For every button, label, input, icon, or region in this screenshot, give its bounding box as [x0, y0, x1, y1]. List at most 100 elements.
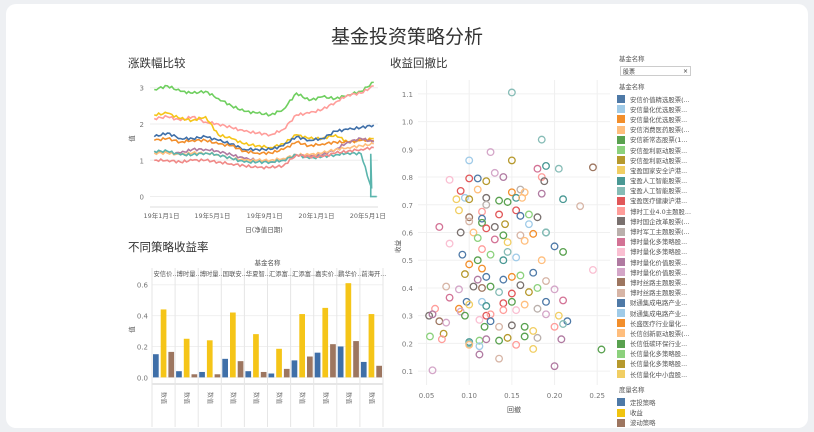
legend-item[interactable]: 长信低碳环保行业...	[617, 339, 807, 349]
y-tick-label: 0.9	[402, 146, 413, 154]
legend-item[interactable]: 财通集成电路产业...	[617, 308, 807, 318]
legend-item[interactable]: 博时国企改革股票(...	[617, 216, 807, 226]
legend-item[interactable]: 定投策略	[617, 397, 807, 407]
legend-item[interactable]: 博时量化多策略股...	[617, 237, 807, 247]
legend-item[interactable]: 博时量化价值股票...	[617, 267, 807, 277]
legend-swatch	[617, 166, 625, 175]
legend-swatch	[617, 125, 625, 134]
x-tick-label: 19年9月1日	[247, 211, 283, 220]
legend-item[interactable]: 安信盈利驱动股票...	[617, 145, 807, 155]
scatter-point	[529, 268, 538, 277]
legend-label: 长信低碳环保行业...	[630, 340, 688, 349]
scatter-point	[537, 173, 546, 181]
scatter-point	[482, 200, 491, 209]
scatter-point	[473, 275, 482, 284]
legend-item[interactable]: 博时丝路主题股票...	[617, 277, 807, 287]
fund-search-input[interactable]: 股票 ×	[620, 66, 691, 76]
legend-item[interactable]: 宝盈医疗健康沪港...	[617, 196, 807, 206]
scatter-point	[480, 322, 489, 331]
y-tick-label: 0.8	[402, 174, 413, 182]
legend-item[interactable]: 长信量化多策略股...	[617, 349, 807, 359]
legend-item[interactable]: 长盛医疗行业量化...	[617, 318, 807, 328]
bar-chart-title: 不同策略收益率	[128, 240, 209, 254]
scatter-point	[503, 247, 512, 256]
bar	[368, 314, 375, 378]
legend-item[interactable]: 安信盈利驱动股票...	[617, 155, 807, 165]
series-line	[154, 81, 374, 117]
y-tick-label: 0.2	[402, 340, 413, 348]
scatter-point	[465, 340, 474, 349]
legend-item[interactable]: 博时量化价值股票...	[617, 257, 807, 267]
legend-swatch	[617, 359, 625, 368]
bar	[291, 360, 298, 378]
scatter-point	[465, 213, 474, 222]
x-tick-label: 0.15	[504, 392, 520, 400]
legend-item[interactable]: 博时量化多策略股...	[617, 247, 807, 257]
y-tick-label: 0.4	[137, 313, 149, 321]
legend-swatch	[617, 207, 625, 216]
legend-label: 长盛医疗行业量化...	[630, 319, 688, 328]
x-tick-label: 0.10	[461, 392, 477, 400]
bar	[314, 352, 321, 378]
scatter-point	[503, 198, 512, 206]
legend-panel: 基金名称 股票 × 基金名称 安信价值精选股票(... 安信量化优选股票... 安信…	[617, 52, 807, 428]
legend-item[interactable]: 宝盈人工智能股票...	[617, 186, 807, 196]
y-tick-label: 0.0	[137, 374, 148, 382]
legend-item[interactable]: 波动策略	[617, 418, 807, 428]
scatter-point	[516, 211, 525, 220]
legend-item[interactable]: 安信消费医药股票(...	[617, 125, 807, 135]
legend-item[interactable]: 财通集成电路产业...	[617, 298, 807, 308]
bar	[206, 340, 213, 378]
scatter-point	[518, 193, 527, 202]
scatter-point	[478, 297, 486, 306]
bar	[360, 361, 367, 378]
scatter-point	[588, 265, 597, 274]
scatter-point	[475, 315, 484, 324]
scatter-point	[469, 282, 478, 291]
scatter-point	[490, 235, 499, 244]
legend-item[interactable]: 博时丝路主题股票...	[617, 288, 807, 298]
category-label: 博时量...	[177, 269, 202, 278]
scatter-point	[478, 207, 486, 216]
scatter-point	[533, 304, 542, 313]
x-tick-label: 19年1月1日	[143, 211, 179, 220]
legend-item[interactable]: 宝盈人工智能股票...	[617, 176, 807, 186]
scatter-point	[435, 317, 444, 326]
legend-item[interactable]: 博时军工主题股票(...	[617, 226, 807, 236]
legend-label: 宝盈医疗健康沪港...	[630, 197, 688, 206]
scatter-point	[495, 354, 504, 363]
scatter-point	[486, 148, 495, 157]
legend-label: 长信量化中小盘股...	[630, 370, 688, 379]
scatter-point	[524, 210, 533, 219]
scatter-point	[507, 321, 516, 330]
scatter-point	[524, 220, 533, 229]
bar	[222, 358, 228, 378]
legend-item[interactable]: 安信量化优选股票...	[617, 104, 807, 114]
scatter-point	[442, 282, 451, 291]
legend-item[interactable]: 长信创新驱动股票(...	[617, 328, 807, 338]
legend-item[interactable]: 收益	[617, 407, 807, 417]
scatter-point	[478, 264, 486, 273]
category-label: 鹏华价...	[338, 269, 363, 278]
legend-item[interactable]: 宝盈国家安全沪港...	[617, 165, 807, 175]
series-line	[153, 136, 375, 156]
scatter-point	[428, 366, 437, 375]
legend-item[interactable]: 长信量化多策略股...	[617, 359, 807, 369]
scatter-point	[503, 238, 512, 247]
scatter-point	[442, 318, 451, 327]
scatter-point	[460, 193, 469, 202]
legend-item[interactable]: 博时工业4.0主题股...	[617, 206, 807, 216]
bar	[176, 371, 182, 378]
legend-item[interactable]: 安信新常态股票(1...	[617, 135, 807, 145]
legend-label: 长信量化多策略股...	[630, 360, 688, 369]
y-axis-title: 收益	[393, 239, 402, 253]
legend-swatch	[617, 418, 625, 427]
legend-item[interactable]: 长信量化中小盘股...	[617, 369, 807, 379]
legend-item[interactable]: 安信价值精选股票(...	[617, 94, 807, 104]
clear-icon[interactable]: ×	[682, 67, 688, 75]
legend-item[interactable]: 安信量化优选股票...	[617, 114, 807, 124]
legend-label: 安信盈利驱动股票...	[630, 156, 688, 165]
y-axis-title: 值	[127, 135, 136, 142]
bar	[307, 356, 313, 378]
y-tick-label: 0.7	[402, 202, 413, 210]
